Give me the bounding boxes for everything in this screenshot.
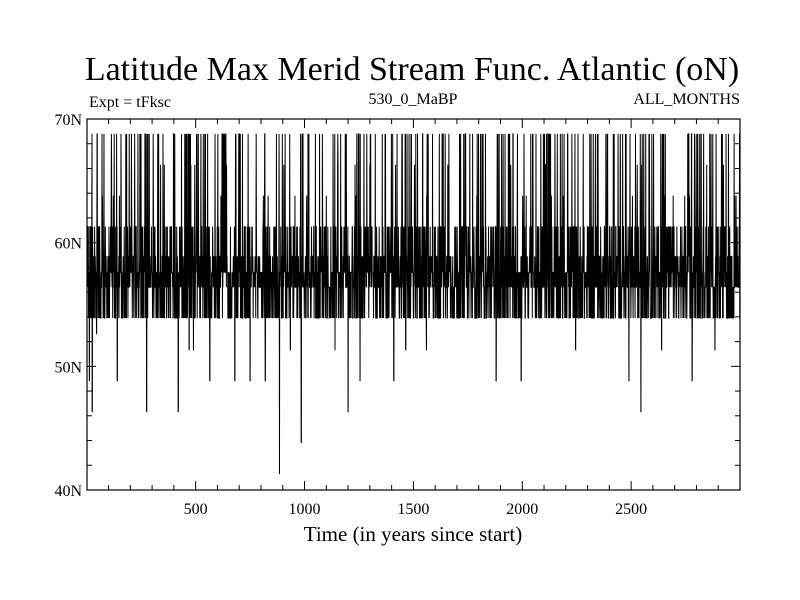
y-tick-label: 40N	[54, 483, 82, 500]
chart-title: Latitude Max Merid Stream Func. Atlantic…	[85, 51, 739, 88]
subtitle-center: 530_0_MaBP	[369, 91, 458, 108]
x-axis-label: Time (in years since start)	[304, 522, 523, 546]
y-tick-label: 50N	[54, 359, 82, 376]
x-tick-label: 1000	[289, 501, 321, 518]
x-tick-label: 2500	[615, 501, 647, 518]
y-tick-label: 70N	[54, 112, 82, 129]
series-line	[86, 133, 741, 474]
x-tick-label: 2000	[506, 501, 538, 518]
series-layer	[86, 133, 741, 474]
subtitle-left: Expt = tFksc	[89, 94, 171, 111]
x-tick-label: 500	[184, 501, 208, 518]
ticks-layer: 500 1000 1500 2000 2500 40N 50N 60N 70N	[54, 112, 740, 518]
x-tick-label: 1500	[397, 501, 429, 518]
y-tick-label: 60N	[54, 236, 82, 253]
subtitle-right: ALL_MONTHS	[633, 91, 740, 108]
